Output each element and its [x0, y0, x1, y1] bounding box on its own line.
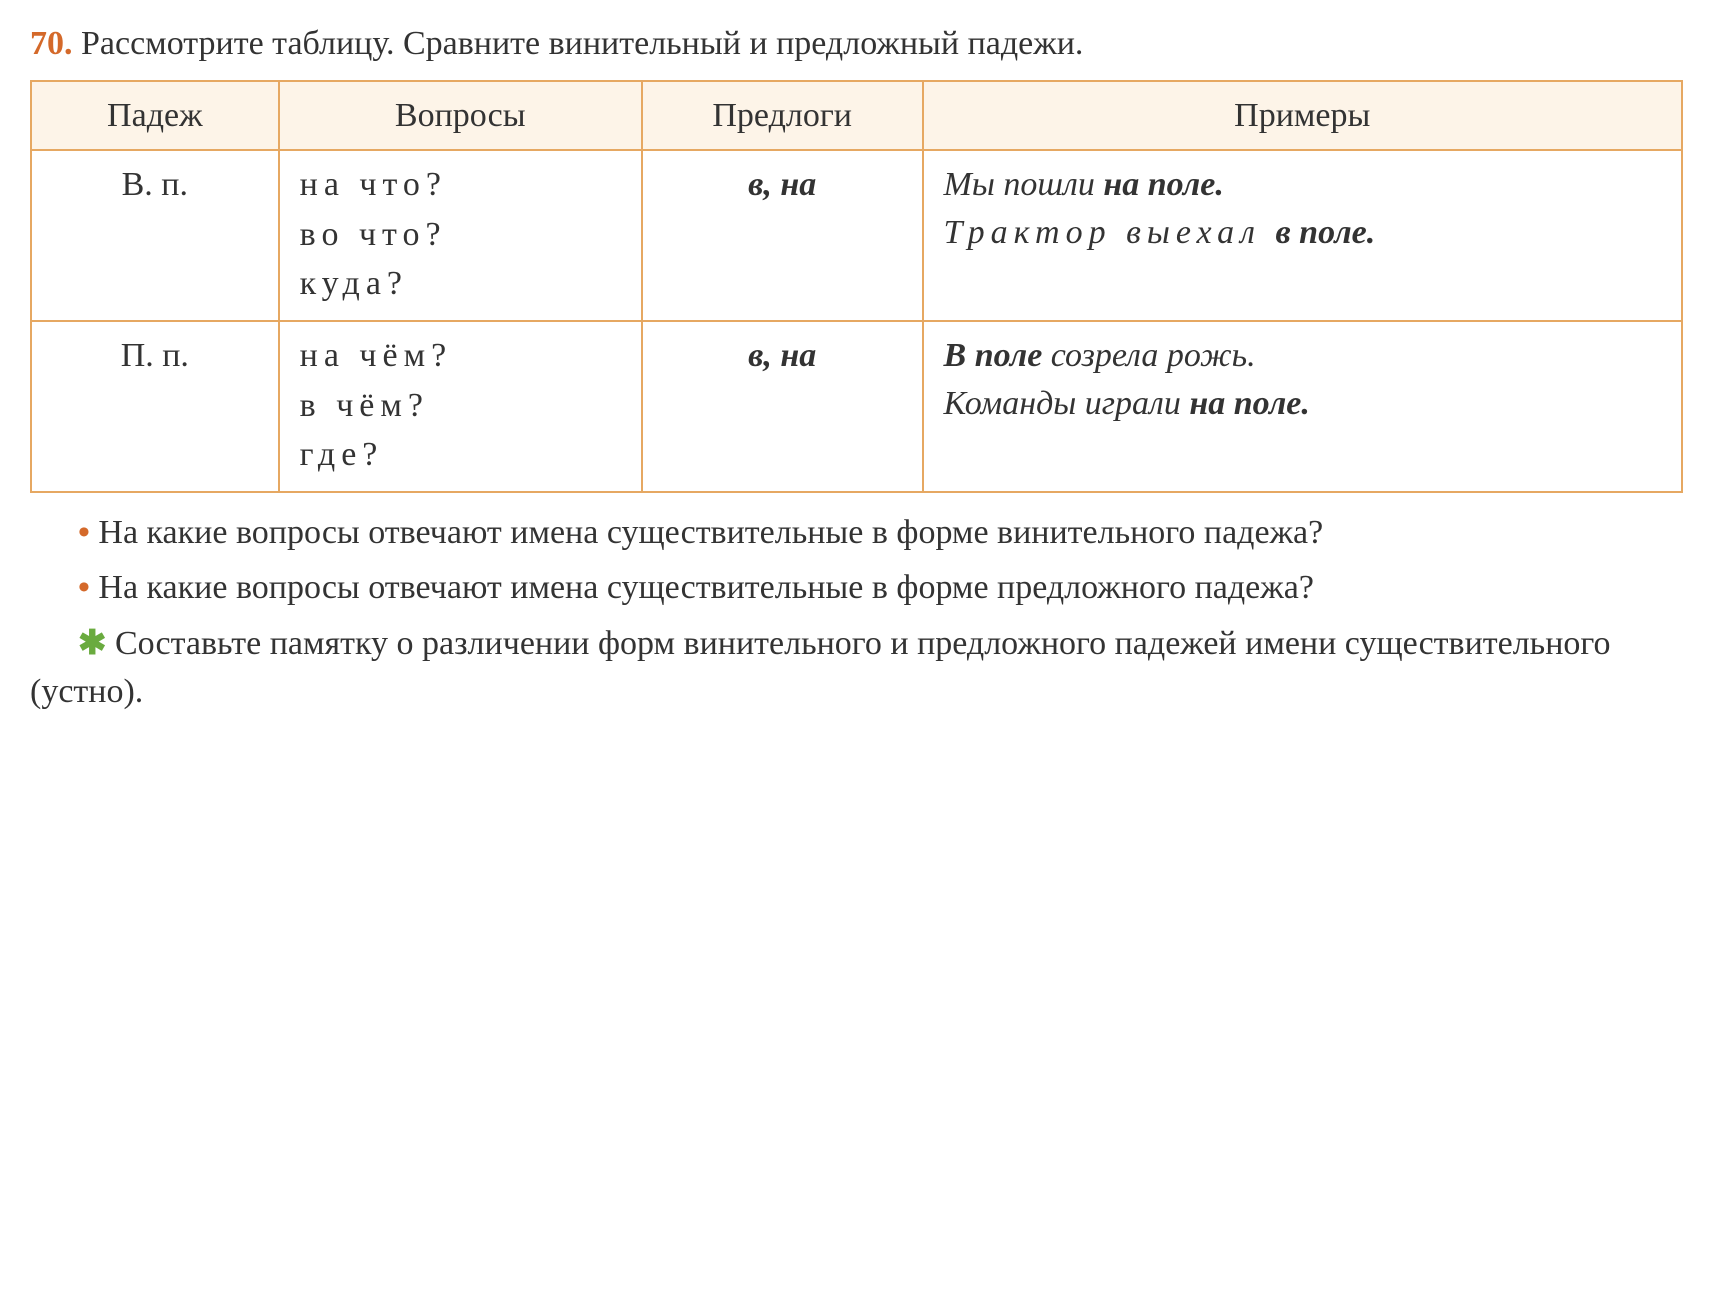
example-bold: на поле.: [1189, 385, 1309, 422]
question-item: на что?: [300, 161, 621, 209]
exercise-header: 70. Рассмотрите таблицу. Сравните вините…: [30, 20, 1683, 68]
example-sentence: В поле созрела рожь.: [944, 332, 1661, 380]
table-header-row: Падеж Вопросы Предлоги Примеры: [31, 81, 1682, 151]
examples-cell: В поле созрела рожь. Команды играли на п…: [923, 321, 1682, 492]
example-text: созрела рожь.: [1042, 337, 1255, 374]
example-text: Команды играли: [944, 385, 1190, 422]
question-item: во что?: [300, 211, 621, 259]
exercise-number: 70.: [30, 25, 73, 62]
case-cell: П. п.: [31, 321, 279, 492]
prepositions-cell: в, на: [642, 150, 923, 321]
header-prepositions: Предлоги: [642, 81, 923, 151]
header-examples: Примеры: [923, 81, 1682, 151]
question-item: куда?: [300, 260, 621, 308]
examples-cell: Мы пошли на поле. Трактор выехал в поле.: [923, 150, 1682, 321]
example-bold: в поле.: [1275, 214, 1375, 251]
table-row: П. п. на чём? в чём? где? в, на В поле с…: [31, 321, 1682, 492]
example-sentence: Трактор выехал в поле.: [944, 209, 1661, 257]
question-item: в чём?: [300, 382, 621, 430]
header-questions: Вопросы: [279, 81, 642, 151]
question-text: На какие вопросы отвечают имена существи…: [98, 569, 1314, 606]
question-text: Составьте памятку о различении форм вини…: [30, 625, 1611, 710]
question-item: где?: [300, 431, 621, 479]
exercise-instruction: Рассмотрите таблицу. Сравните винительны…: [81, 25, 1083, 62]
prepositions-cell: в, на: [642, 321, 923, 492]
questions-cell: на чём? в чём? где?: [279, 321, 642, 492]
example-bold: на поле.: [1103, 166, 1223, 203]
example-sentence: Мы пошли на поле.: [944, 161, 1661, 209]
header-case: Падеж: [31, 81, 279, 151]
bullet-icon: •: [78, 569, 90, 606]
questions-cell: на что? во что? куда?: [279, 150, 642, 321]
question-item: на чём?: [300, 332, 621, 380]
case-cell: В. п.: [31, 150, 279, 321]
question-block-2: • На какие вопросы отвечают имена сущест…: [30, 564, 1683, 612]
question-block-1: • На какие вопросы отвечают имена сущест…: [30, 509, 1683, 557]
bullet-icon: •: [78, 514, 90, 551]
example-text: Мы пошли: [944, 166, 1104, 203]
table-row: В. п. на что? во что? куда? в, на Мы пош…: [31, 150, 1682, 321]
question-text: На какие вопросы отвечают имена существи…: [98, 514, 1323, 551]
example-sentence: Команды играли на поле.: [944, 380, 1661, 428]
question-block-3: ✱ Составьте памятку о различении форм ви…: [30, 620, 1683, 715]
example-bold: В поле: [944, 337, 1043, 374]
asterisk-icon: ✱: [78, 625, 107, 662]
example-text: Трактор выехал: [944, 214, 1276, 251]
grammar-table: Падеж Вопросы Предлоги Примеры В. п. на …: [30, 80, 1683, 493]
